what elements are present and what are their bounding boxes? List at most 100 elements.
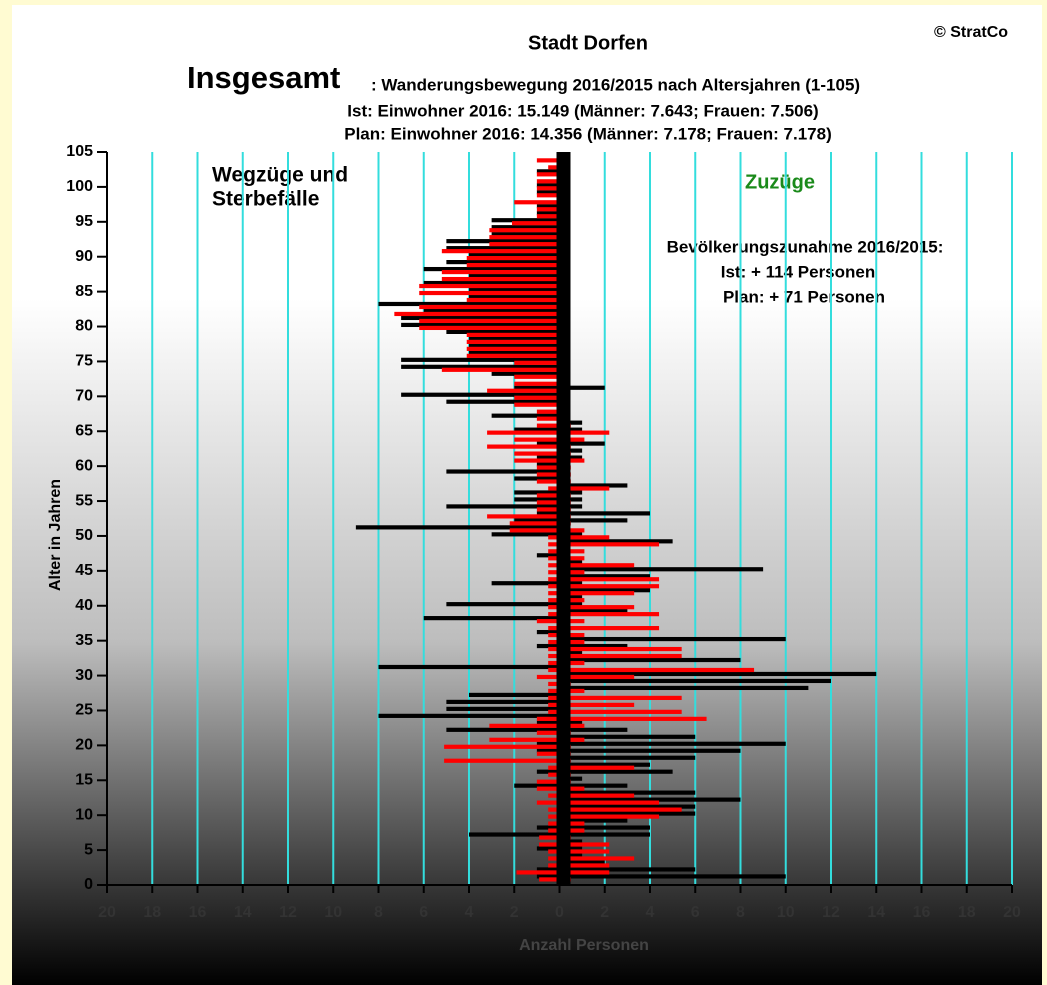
bar (469, 253, 560, 258)
bar (559, 720, 583, 725)
bar (536, 169, 560, 174)
bar (548, 165, 560, 170)
bar (536, 183, 560, 188)
bar (559, 765, 635, 770)
bar (548, 807, 560, 812)
bar (559, 702, 635, 707)
bar (559, 839, 583, 844)
bar (548, 849, 560, 854)
bar (536, 629, 560, 635)
y-tick-label: 65 (75, 422, 93, 439)
y-tick-label: 95 (75, 213, 93, 230)
bar (559, 497, 583, 502)
bar (559, 821, 585, 826)
bar (548, 626, 560, 631)
bar (548, 584, 560, 589)
y-tick-label: 45 (75, 562, 93, 579)
bar (559, 385, 605, 390)
subtitle: Plan: Einwohner 2016: 14.356 (Männer: 7.… (344, 124, 832, 143)
bar (536, 409, 560, 414)
bar (559, 588, 650, 593)
bar (548, 598, 560, 603)
bar (559, 657, 741, 663)
bar (536, 207, 560, 212)
bar (378, 713, 560, 718)
y-tick-label: 75 (75, 353, 93, 370)
x-tick-label: 12 (822, 904, 840, 921)
x-tick-label: 10 (777, 904, 795, 921)
bar (444, 758, 560, 763)
y-tick-label: 25 (75, 702, 93, 719)
bar (509, 521, 560, 526)
bar (559, 427, 583, 432)
heading-rest: : Wanderungsbewegung 2016/2015 nach Alte… (371, 75, 860, 94)
bar (559, 860, 605, 865)
x-tick-label: 14 (234, 904, 252, 921)
bar (548, 863, 560, 868)
bar (516, 870, 560, 875)
bar (489, 235, 560, 240)
bar (548, 856, 560, 861)
bar (559, 846, 583, 851)
bar (446, 602, 560, 607)
bar (559, 609, 628, 614)
bar (536, 214, 560, 219)
x-tick-label: 8 (374, 904, 383, 921)
bar (489, 228, 560, 233)
x-tick-label: 20 (1003, 904, 1021, 921)
bar (548, 667, 560, 673)
bar (444, 744, 560, 749)
bar (559, 591, 635, 596)
bar (487, 430, 560, 435)
y-tick-label: 30 (75, 667, 93, 684)
bar (559, 632, 585, 638)
bar (536, 751, 560, 756)
bar (466, 339, 560, 344)
y-tick-label: 5 (84, 841, 93, 858)
bar (559, 807, 682, 812)
y-tick-label: 50 (75, 527, 93, 544)
bar (446, 699, 560, 704)
bar (489, 737, 560, 742)
y-tick-label: 10 (75, 806, 93, 823)
bar (441, 269, 560, 275)
annotation: Plan: + 71 Personen (723, 287, 885, 306)
bar (559, 797, 741, 802)
bar (559, 430, 610, 435)
bar (514, 360, 560, 365)
bar (559, 727, 628, 732)
bar (536, 462, 560, 467)
bar (491, 218, 560, 223)
bar (446, 504, 560, 509)
bar (511, 221, 560, 226)
bar (559, 639, 585, 645)
bar (548, 549, 560, 554)
bar (536, 867, 560, 872)
bar (536, 619, 560, 624)
bar (536, 455, 560, 460)
bar (559, 458, 585, 463)
bar (401, 392, 560, 397)
bar (559, 535, 610, 540)
bar (419, 290, 560, 296)
subtitle: Ist: Einwohner 2016: 15.149 (Männer: 7.6… (347, 101, 818, 120)
bar (559, 619, 585, 624)
y-tick-label: 90 (75, 248, 93, 265)
bar (559, 612, 660, 617)
bar (419, 283, 560, 289)
bar (559, 441, 605, 446)
bar (559, 567, 764, 572)
bar (469, 294, 560, 300)
bar (559, 811, 696, 816)
bar (559, 605, 635, 610)
bar (539, 835, 560, 840)
y-tick-label: 70 (75, 388, 93, 405)
y-tick-label: 40 (75, 597, 93, 614)
x-tick-label: 16 (189, 904, 207, 921)
bar (536, 493, 560, 498)
bar (559, 602, 583, 607)
bar (536, 186, 560, 191)
y-tick-label: 35 (75, 632, 93, 649)
bar (559, 685, 809, 691)
